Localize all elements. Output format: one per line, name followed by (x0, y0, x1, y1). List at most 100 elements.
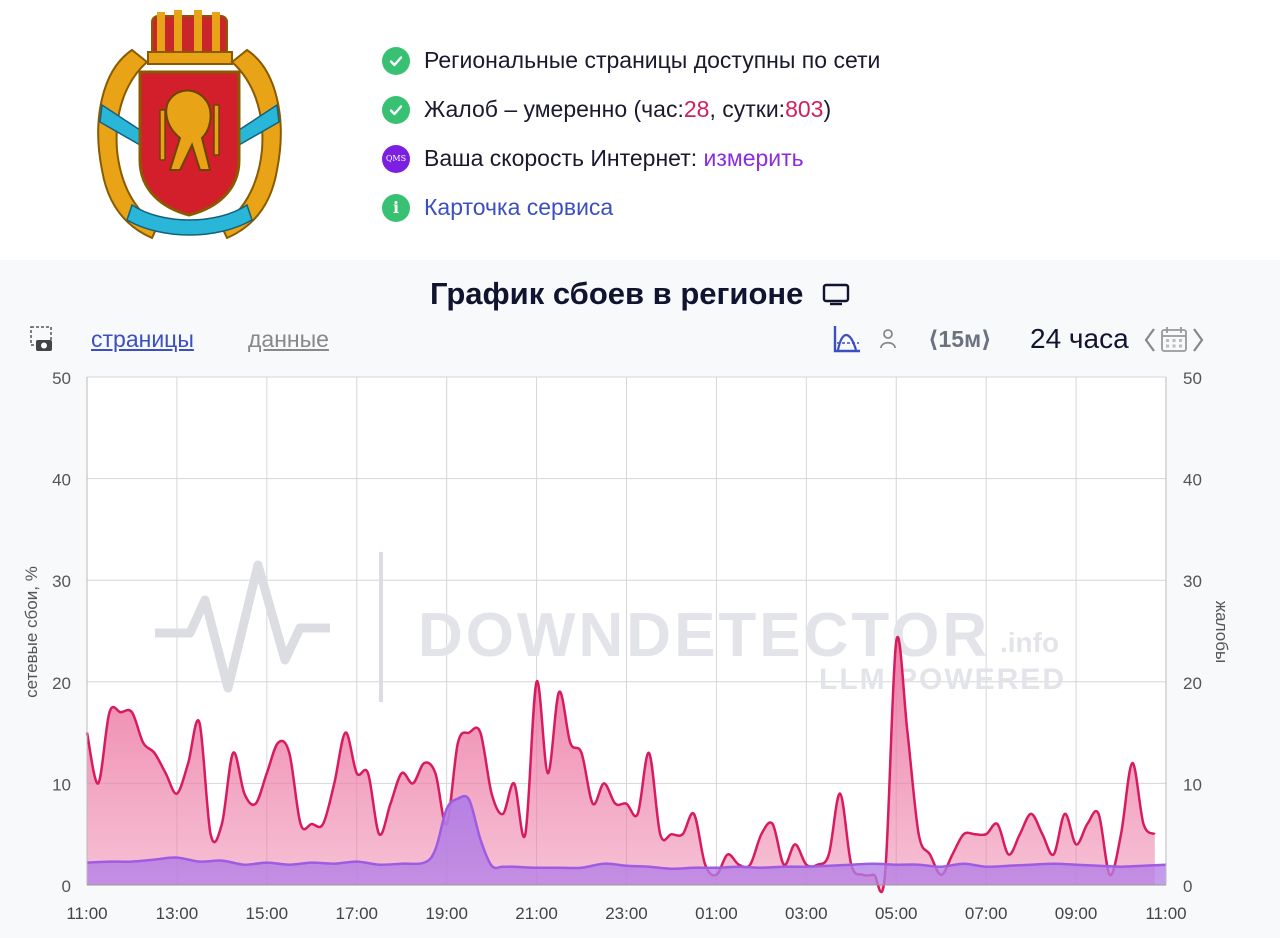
complaints-series-point (806, 864, 807, 865)
network-failures-series-point (379, 864, 380, 865)
network-failures-series-point (1031, 864, 1032, 865)
complaints-series-point (1120, 834, 1121, 835)
network-failures-series-point (1076, 864, 1077, 865)
calendar-nav-icon[interactable] (1143, 324, 1205, 356)
status-row-speed: QMS Ваша скорость Интернет: измерить (382, 134, 880, 183)
complaints-series-point (356, 773, 357, 774)
network-failures-series-point (536, 867, 537, 868)
complaints-series-point (952, 854, 953, 855)
y-tick-right: 0 (1183, 877, 1192, 896)
complaints-series-point (143, 742, 144, 743)
network-failures-series-point (401, 863, 402, 864)
network-failures-series-point (131, 861, 132, 862)
x-tick-label: 15:00 (246, 904, 289, 923)
complaints-series-point (345, 732, 346, 733)
status-row-complaints: Жалоб – умеренно (час: 28, сутки: 803) (382, 85, 880, 134)
watermark-sub: LLM POWERED (819, 663, 1066, 696)
complaints-series-point (1132, 763, 1133, 764)
network-failures-series-point (446, 808, 447, 809)
y-axis-left-title: сетевые сбои, % (22, 566, 41, 698)
network-failures-series-point (693, 867, 694, 868)
network-failures-series-point (109, 861, 110, 862)
info-icon: i (382, 193, 410, 222)
network-failures-series-point (941, 866, 942, 867)
complaints-series-point (244, 793, 245, 794)
complaints-series-point (907, 732, 908, 733)
header-area: Региональные страницы доступны по сети Ж… (0, 0, 1280, 260)
network-failures-series-point (502, 866, 503, 867)
complaints-series-point (828, 854, 829, 855)
complaints-series-point (435, 773, 436, 774)
network-failures-series-point (806, 866, 807, 867)
network-failures-series-point (457, 798, 458, 799)
status-list: Региональные страницы доступны по сети Ж… (382, 36, 880, 232)
coat-of-arms-emblem (97, 10, 282, 240)
period-label: 24 часа (1030, 323, 1129, 354)
chart-title: График сбоев в регионе (429, 275, 804, 311)
complaints-series-point (514, 783, 515, 784)
complaints-series-line (85, 636, 1156, 894)
fullscreen-icon[interactable] (822, 282, 850, 306)
complaints-series-point (761, 834, 762, 835)
tab-pages[interactable]: страницы (91, 326, 194, 352)
complaints-series-point (1098, 813, 1099, 814)
x-tick-label: 07:00 (965, 904, 1008, 923)
complaints-series-point (997, 823, 998, 824)
service-card-link[interactable]: Карточка сервиса (424, 194, 614, 220)
x-tick-label: 17:00 (335, 904, 378, 923)
complaints-series-point (289, 752, 290, 753)
complaints-series-point (536, 681, 537, 682)
interval-selector[interactable]: ⟨15м⟩ (928, 326, 992, 352)
x-tick-label: 03:00 (785, 904, 828, 923)
network-failures-series-point (581, 867, 582, 868)
network-failures-series-point (491, 865, 492, 866)
network-failures-series-point (311, 862, 312, 863)
complaints-series-point (772, 823, 773, 824)
y-tick-right: 30 (1183, 572, 1202, 591)
complaints-series-point (109, 712, 110, 713)
complaints-series-point (311, 823, 312, 824)
x-tick-label: 05:00 (875, 904, 918, 923)
network-failures-series-point (963, 863, 964, 864)
complaints-series-point (963, 834, 964, 835)
complaints-series-point (637, 813, 638, 814)
complaints-series-point (188, 763, 189, 764)
network-failures-series-point (1143, 865, 1144, 866)
complaints-series-point (1076, 844, 1077, 845)
status-row-availability: Региональные страницы доступны по сети (382, 36, 880, 85)
complaints-series-point (738, 864, 739, 865)
complaints-series-point (671, 834, 672, 835)
user-icon[interactable] (878, 328, 898, 350)
y-tick-left: 40 (52, 471, 71, 490)
complaints-series-point (233, 752, 234, 753)
complaints-series-point (502, 813, 503, 814)
y-tick-left: 50 (52, 369, 71, 388)
network-failures-series-point (154, 859, 155, 860)
screenshot-camera-icon[interactable] (30, 326, 54, 352)
complaints-hour-count: 28 (683, 96, 710, 122)
y-axis-right-title: жалобы (1212, 601, 1231, 663)
network-failures-series-point (469, 799, 470, 800)
y-tick-left: 10 (52, 775, 71, 794)
complaints-series-point (1008, 854, 1009, 855)
watermark-logo-pulse (155, 560, 330, 693)
network-failures-series-point (626, 865, 627, 866)
measure-speed-link[interactable]: измерить (703, 145, 804, 171)
complaints-series-point (1154, 834, 1155, 835)
complaints-series-point (367, 773, 368, 774)
curve-chart-icon[interactable] (832, 324, 862, 354)
complaints-series-point (615, 803, 616, 804)
availability-text: Региональные страницы доступны по сети (424, 47, 881, 73)
network-failures-series-point (199, 861, 200, 862)
network-failures-series-point (480, 839, 481, 840)
y-tick-left: 20 (52, 674, 71, 693)
complaints-series-point (390, 803, 391, 804)
y-tick-right: 40 (1183, 471, 1202, 490)
network-failures-series-point (1120, 866, 1121, 867)
network-failures-series-point (244, 864, 245, 865)
tab-data[interactable]: данные (248, 326, 329, 352)
qms-icon: QMS (382, 144, 410, 173)
watermark-suffix: .info (1000, 627, 1059, 658)
network-failures-series-point (648, 866, 649, 867)
network-failures-series-point (514, 866, 515, 867)
